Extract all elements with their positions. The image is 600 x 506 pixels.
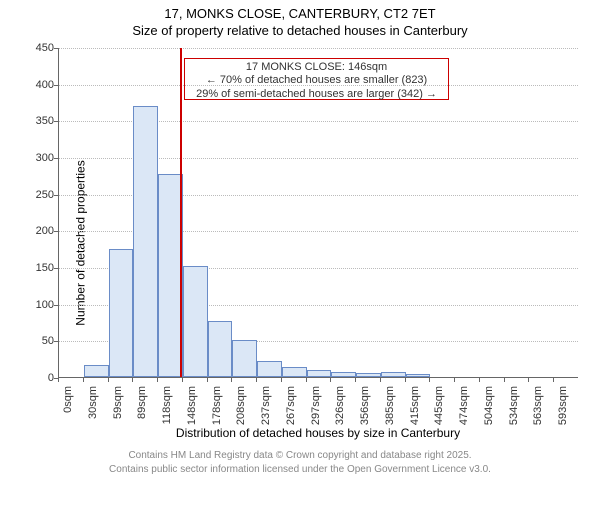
y-tick-label: 200 (24, 225, 54, 237)
histogram-bar (109, 249, 134, 377)
histogram-bar (331, 372, 356, 377)
x-tick-mark (58, 378, 59, 382)
x-tick-mark (429, 378, 430, 382)
page-title-line2: Size of property relative to detached ho… (0, 23, 600, 38)
histogram-bar (208, 321, 233, 377)
histogram-bar (381, 372, 406, 377)
x-tick-mark (355, 378, 356, 382)
y-tick-label: 250 (24, 189, 54, 201)
y-tick-label: 50 (24, 335, 54, 347)
x-tick-mark (330, 378, 331, 382)
y-tick-label: 150 (24, 262, 54, 274)
footer-line1: Contains HM Land Registry data © Crown c… (0, 450, 600, 462)
histogram-bar (183, 266, 208, 377)
histogram-bar (307, 370, 332, 377)
x-tick-mark (207, 378, 208, 382)
x-axis-label: Distribution of detached houses by size … (58, 426, 578, 440)
chart-container: Number of detached properties 0501001502… (0, 38, 600, 448)
histogram-bar (133, 106, 158, 377)
y-tick-label: 100 (24, 299, 54, 311)
x-tick-mark (306, 378, 307, 382)
x-tick-mark (256, 378, 257, 382)
x-tick-mark (405, 378, 406, 382)
page-title-line1: 17, MONKS CLOSE, CANTERBURY, CT2 7ET (0, 6, 600, 21)
x-tick-mark (182, 378, 183, 382)
x-tick-mark (380, 378, 381, 382)
annotation-line: 29% of semi-detached houses are larger (… (189, 88, 444, 102)
x-tick-mark (528, 378, 529, 382)
annotation-box: 17 MONKS CLOSE: 146sqm← 70% of detached … (184, 58, 449, 100)
y-tick-label: 400 (24, 79, 54, 91)
y-tick-label: 450 (24, 42, 54, 54)
histogram-bar (356, 373, 381, 377)
footer-line2: Contains public sector information licen… (0, 464, 600, 476)
x-tick-mark (479, 378, 480, 382)
annotation-line: ← 70% of detached houses are smaller (82… (189, 74, 444, 88)
x-tick-mark (83, 378, 84, 382)
x-tick-mark (553, 378, 554, 382)
y-tick-label: 300 (24, 152, 54, 164)
x-tick-mark (157, 378, 158, 382)
histogram-bar (282, 367, 307, 377)
x-tick-mark (132, 378, 133, 382)
x-tick-mark (454, 378, 455, 382)
x-tick-mark (504, 378, 505, 382)
x-tick-mark (108, 378, 109, 382)
histogram-bar (257, 361, 282, 377)
plot-area: 17 MONKS CLOSE: 146sqm← 70% of detached … (58, 48, 578, 378)
y-tick-label: 350 (24, 115, 54, 127)
x-tick-mark (231, 378, 232, 382)
gridline (59, 48, 578, 49)
histogram-bar (232, 340, 257, 377)
histogram-bar (84, 365, 109, 377)
x-tick-mark (281, 378, 282, 382)
target-marker-line (180, 48, 182, 377)
annotation-line: 17 MONKS CLOSE: 146sqm (189, 61, 444, 75)
y-tick-label: 0 (24, 372, 54, 384)
histogram-bar (406, 374, 431, 377)
